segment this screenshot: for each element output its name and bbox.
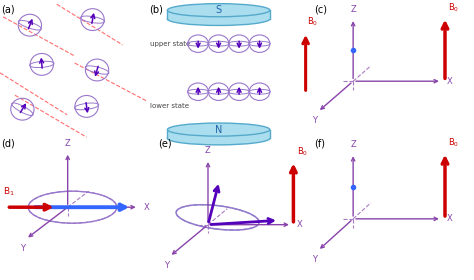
Text: S: S <box>216 5 222 15</box>
Text: X: X <box>447 214 452 223</box>
Text: Y: Y <box>164 261 169 270</box>
Ellipse shape <box>167 12 270 25</box>
Ellipse shape <box>167 132 270 145</box>
Text: B$_0$: B$_0$ <box>307 15 319 28</box>
Text: lower state: lower state <box>150 103 189 109</box>
Text: Y: Y <box>20 244 25 253</box>
Text: Y: Y <box>312 255 317 264</box>
Text: B$_0$: B$_0$ <box>448 1 459 14</box>
Text: (f): (f) <box>314 139 326 149</box>
Text: B$_0$: B$_0$ <box>297 145 308 158</box>
Ellipse shape <box>167 4 270 17</box>
Text: B$_1$: B$_1$ <box>3 186 15 199</box>
Text: X: X <box>144 203 149 212</box>
Bar <box>167 130 270 138</box>
Text: Y: Y <box>312 116 317 125</box>
Text: (a): (a) <box>1 4 15 14</box>
Bar <box>167 10 270 19</box>
Text: Z: Z <box>350 140 356 149</box>
Text: Z: Z <box>350 5 356 14</box>
Text: upper state: upper state <box>150 41 191 47</box>
Text: Z: Z <box>65 139 71 148</box>
Text: (c): (c) <box>314 4 328 14</box>
Text: (d): (d) <box>1 139 15 149</box>
Text: N: N <box>215 125 222 135</box>
Text: (e): (e) <box>158 139 172 149</box>
Text: (b): (b) <box>149 4 163 14</box>
Text: B$_0$: B$_0$ <box>448 136 459 149</box>
Text: X: X <box>447 77 452 86</box>
Text: Z: Z <box>205 146 211 155</box>
Text: X: X <box>297 220 302 229</box>
Ellipse shape <box>167 123 270 136</box>
